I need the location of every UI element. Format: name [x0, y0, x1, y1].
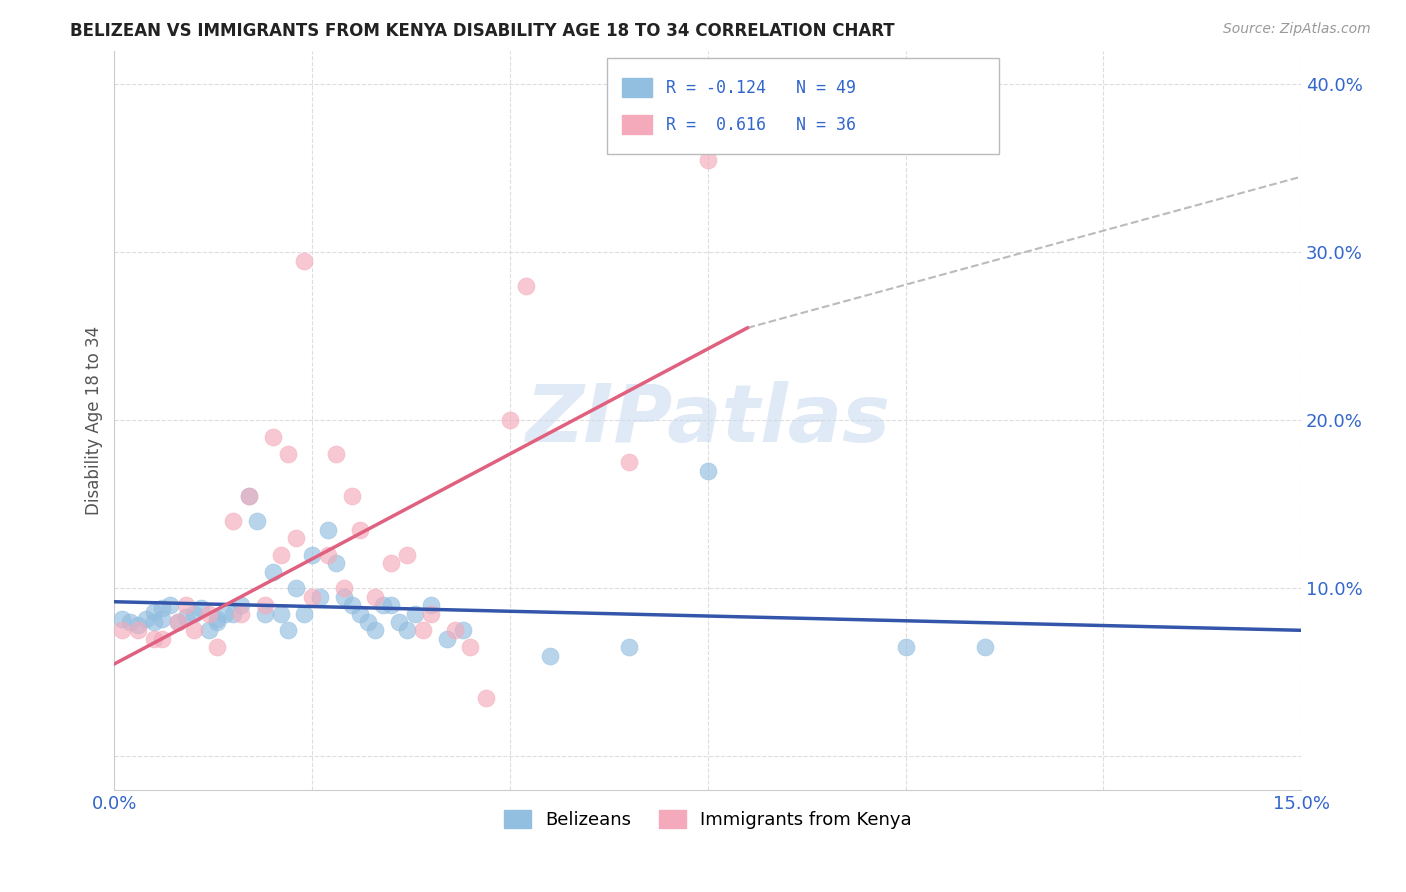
Point: [617, 455, 640, 469]
Point: [183, 624, 205, 638]
Point: [696, 464, 718, 478]
Point: [111, 624, 134, 638]
Point: [222, 607, 245, 621]
Point: [373, 598, 395, 612]
Point: [111, 611, 134, 625]
Point: [174, 598, 197, 612]
Point: [190, 601, 212, 615]
Point: [174, 610, 197, 624]
Point: [207, 611, 229, 625]
Point: [166, 615, 188, 629]
Point: [253, 598, 276, 612]
Point: [460, 640, 482, 654]
Point: [270, 548, 292, 562]
Point: [340, 489, 363, 503]
Point: [301, 548, 323, 562]
FancyBboxPatch shape: [623, 78, 652, 97]
Point: [309, 590, 332, 604]
Point: [316, 523, 339, 537]
Point: [246, 514, 269, 528]
Point: [380, 598, 402, 612]
Point: [150, 611, 173, 625]
Point: [325, 556, 347, 570]
Point: [419, 598, 441, 612]
Point: [198, 607, 221, 621]
Point: [538, 648, 561, 663]
Point: [143, 615, 166, 629]
Text: ZIPatlas: ZIPatlas: [526, 381, 890, 459]
Point: [214, 607, 236, 621]
Point: [364, 590, 387, 604]
Point: [285, 582, 308, 596]
Point: [143, 632, 166, 646]
Point: [262, 430, 284, 444]
Point: [396, 624, 419, 638]
Point: [617, 640, 640, 654]
Point: [356, 615, 378, 629]
Text: R = -0.124   N = 49: R = -0.124 N = 49: [666, 78, 856, 96]
Point: [253, 607, 276, 621]
Legend: Belizeans, Immigrants from Kenya: Belizeans, Immigrants from Kenya: [496, 803, 920, 837]
Point: [475, 690, 498, 705]
Point: [207, 615, 229, 629]
Point: [349, 523, 371, 537]
Point: [696, 153, 718, 167]
Point: [364, 624, 387, 638]
Point: [120, 615, 142, 629]
Point: [135, 611, 157, 625]
Text: Source: ZipAtlas.com: Source: ZipAtlas.com: [1223, 22, 1371, 37]
Point: [262, 565, 284, 579]
Point: [412, 624, 434, 638]
Point: [143, 605, 166, 619]
Point: [301, 590, 323, 604]
Point: [127, 618, 149, 632]
Point: [349, 607, 371, 621]
Point: [973, 640, 995, 654]
Y-axis label: Disability Age 18 to 34: Disability Age 18 to 34: [86, 326, 103, 515]
Point: [404, 607, 426, 621]
Point: [388, 615, 411, 629]
Point: [436, 632, 458, 646]
Point: [292, 607, 315, 621]
Point: [499, 413, 522, 427]
Point: [150, 632, 173, 646]
Point: [238, 489, 260, 503]
Point: [316, 548, 339, 562]
Point: [166, 615, 188, 629]
Point: [340, 598, 363, 612]
Point: [396, 548, 419, 562]
Point: [894, 640, 917, 654]
Point: [207, 640, 229, 654]
Point: [229, 598, 252, 612]
Point: [222, 514, 245, 528]
Point: [159, 598, 181, 612]
Point: [451, 624, 474, 638]
FancyBboxPatch shape: [607, 58, 998, 154]
Text: BELIZEAN VS IMMIGRANTS FROM KENYA DISABILITY AGE 18 TO 34 CORRELATION CHART: BELIZEAN VS IMMIGRANTS FROM KENYA DISABI…: [70, 22, 896, 40]
Point: [292, 253, 315, 268]
Point: [285, 531, 308, 545]
Text: R =  0.616   N = 36: R = 0.616 N = 36: [666, 116, 856, 134]
Point: [150, 601, 173, 615]
Point: [419, 607, 441, 621]
Point: [183, 607, 205, 621]
Point: [229, 607, 252, 621]
Point: [333, 582, 356, 596]
Point: [515, 279, 537, 293]
Point: [277, 447, 299, 461]
Point: [127, 624, 149, 638]
Point: [277, 624, 299, 638]
Point: [443, 624, 465, 638]
Point: [380, 556, 402, 570]
Point: [270, 607, 292, 621]
Point: [325, 447, 347, 461]
Point: [198, 624, 221, 638]
FancyBboxPatch shape: [623, 115, 652, 134]
Point: [238, 489, 260, 503]
Point: [333, 590, 356, 604]
